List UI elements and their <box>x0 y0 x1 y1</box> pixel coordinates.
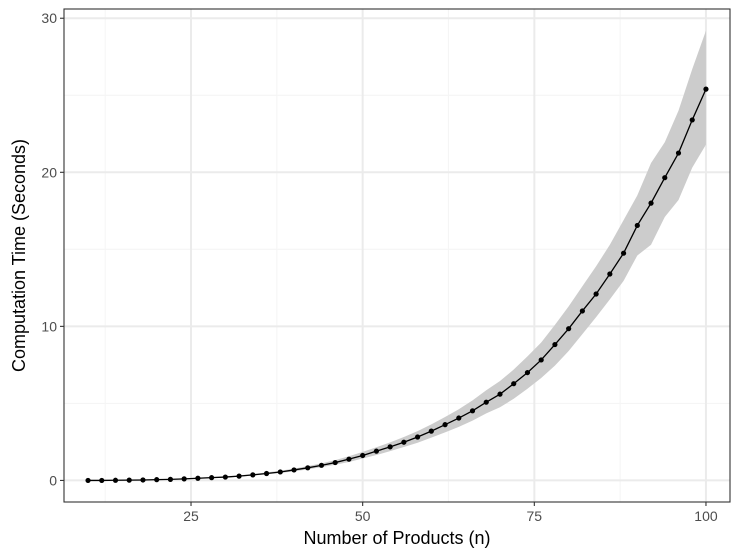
data-point <box>511 381 517 387</box>
data-point <box>167 476 174 482</box>
data-point <box>579 308 585 314</box>
data-point <box>318 462 325 468</box>
data-point <box>99 477 105 484</box>
x-axis-ticks: 25 50 75 100 <box>183 502 718 524</box>
data-point <box>442 422 448 428</box>
data-point <box>250 472 256 478</box>
data-point <box>305 465 311 471</box>
data-point <box>675 150 682 156</box>
data-point <box>703 86 709 92</box>
data-point <box>689 117 695 123</box>
data-point <box>662 175 668 181</box>
data-point <box>126 477 132 483</box>
data-point <box>593 291 599 297</box>
data-point <box>85 477 91 484</box>
data-point <box>566 326 572 332</box>
data-point <box>648 200 654 206</box>
data-point <box>140 477 146 483</box>
data-point <box>620 250 627 256</box>
y-axis-title: Computation Time (Seconds) <box>9 139 29 372</box>
series-line <box>88 88 707 482</box>
y-tick-label: 30 <box>41 10 57 26</box>
data-point <box>373 448 380 454</box>
data-point <box>497 391 503 397</box>
data-point <box>332 459 338 466</box>
x-tick-label: 75 <box>527 508 543 524</box>
data-point <box>181 476 187 482</box>
series-line-layer <box>88 88 707 482</box>
x-tick-label: 25 <box>183 508 199 524</box>
data-point <box>154 477 160 483</box>
data-point <box>538 357 544 363</box>
y-tick-label: 10 <box>41 318 57 334</box>
panel-border <box>63 8 731 503</box>
data-point <box>360 452 366 459</box>
data-point <box>263 470 270 477</box>
data-point <box>483 399 489 405</box>
minor-gridlines <box>64 9 730 502</box>
data-point <box>222 474 228 480</box>
data-point <box>428 428 434 434</box>
x-axis-title: Number of Products (n) <box>303 528 490 548</box>
data-point <box>524 369 531 376</box>
confidence-band <box>88 30 706 481</box>
data-point <box>291 467 297 473</box>
data-point <box>456 415 462 421</box>
x-tick-label: 100 <box>694 508 718 524</box>
data-point <box>469 408 476 414</box>
data-point <box>414 434 421 440</box>
series-points-layer <box>85 86 709 484</box>
x-tick-label: 50 <box>355 508 371 524</box>
data-point <box>209 475 215 481</box>
y-tick-label: 0 <box>49 472 57 488</box>
confidence-band-layer <box>88 30 706 481</box>
data-point <box>112 477 119 483</box>
y-axis-ticks: 0 10 20 30 <box>41 10 64 488</box>
data-point <box>236 473 242 479</box>
data-point <box>607 271 613 277</box>
data-point <box>634 222 640 229</box>
y-tick-label: 20 <box>41 164 57 180</box>
data-point <box>277 469 283 475</box>
data-point <box>387 444 393 450</box>
data-point <box>552 341 558 348</box>
data-point <box>401 439 407 445</box>
data-point <box>195 475 201 481</box>
data-point <box>346 456 352 462</box>
